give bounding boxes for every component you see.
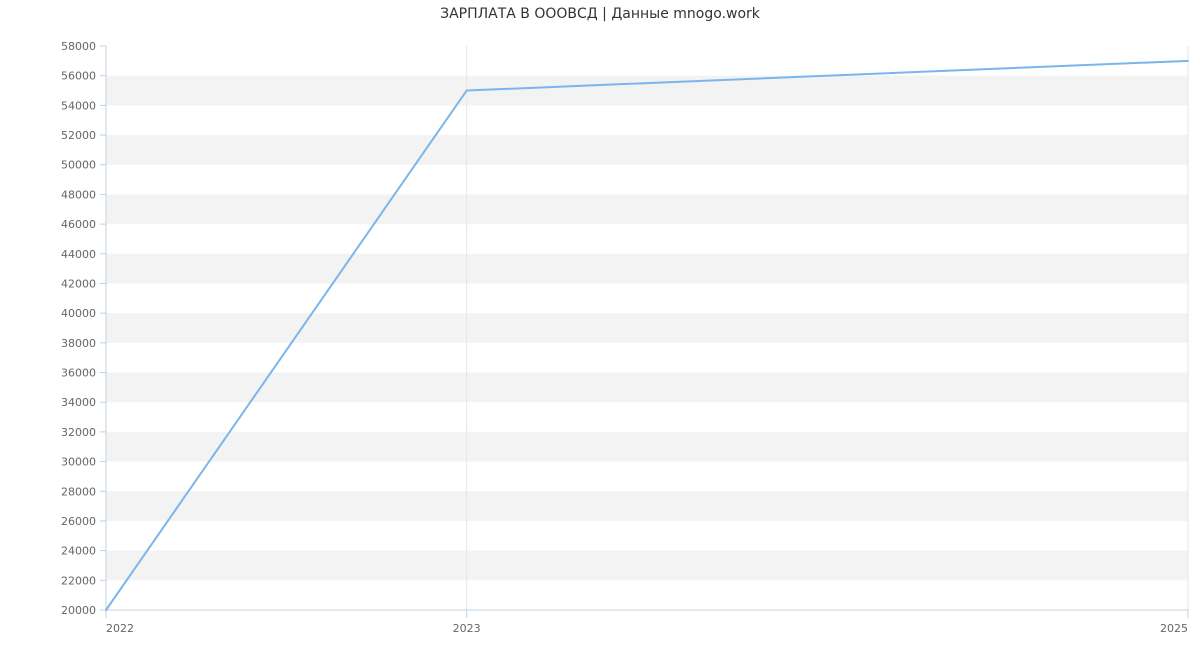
x-tick-label: 2025	[1160, 622, 1188, 635]
y-tick-label: 54000	[61, 99, 96, 112]
y-tick-label: 26000	[61, 515, 96, 528]
chart-band	[106, 313, 1188, 343]
x-tick-label: 2023	[453, 622, 481, 635]
y-tick-label: 42000	[61, 277, 96, 290]
y-tick-label: 52000	[61, 129, 96, 142]
y-tick-label: 48000	[61, 188, 96, 201]
y-tick-label: 44000	[61, 248, 96, 261]
y-tick-label: 34000	[61, 396, 96, 409]
chart-band	[106, 76, 1188, 106]
chart-band	[106, 432, 1188, 462]
chart-band	[106, 135, 1188, 165]
y-tick-label: 36000	[61, 367, 96, 380]
y-tick-label: 32000	[61, 426, 96, 439]
y-tick-label: 20000	[61, 604, 96, 617]
chart-title: ЗАРПЛАТА В ОООВСД | Данные mnogo.work	[0, 6, 1200, 22]
y-tick-label: 50000	[61, 159, 96, 172]
chart-band	[106, 491, 1188, 521]
x-tick-label: 2022	[106, 622, 134, 635]
chart-band	[106, 254, 1188, 284]
salary-line-chart: ЗАРПЛАТА В ОООВСД | Данные mnogo.work 20…	[0, 0, 1200, 650]
chart-band	[106, 551, 1188, 581]
y-tick-label: 56000	[61, 70, 96, 83]
y-tick-label: 58000	[61, 40, 96, 53]
y-tick-label: 40000	[61, 307, 96, 320]
chart-svg: 20000 22000 24000 26000 28000 30000 32000 34000…	[0, 0, 1200, 650]
y-tick-label: 46000	[61, 218, 96, 231]
y-tick-label: 30000	[61, 456, 96, 469]
y-tick-label: 28000	[61, 485, 96, 498]
chart-band	[106, 194, 1188, 224]
y-tick-label: 24000	[61, 545, 96, 558]
y-tick-label: 22000	[61, 574, 96, 587]
y-tick-label: 38000	[61, 337, 96, 350]
